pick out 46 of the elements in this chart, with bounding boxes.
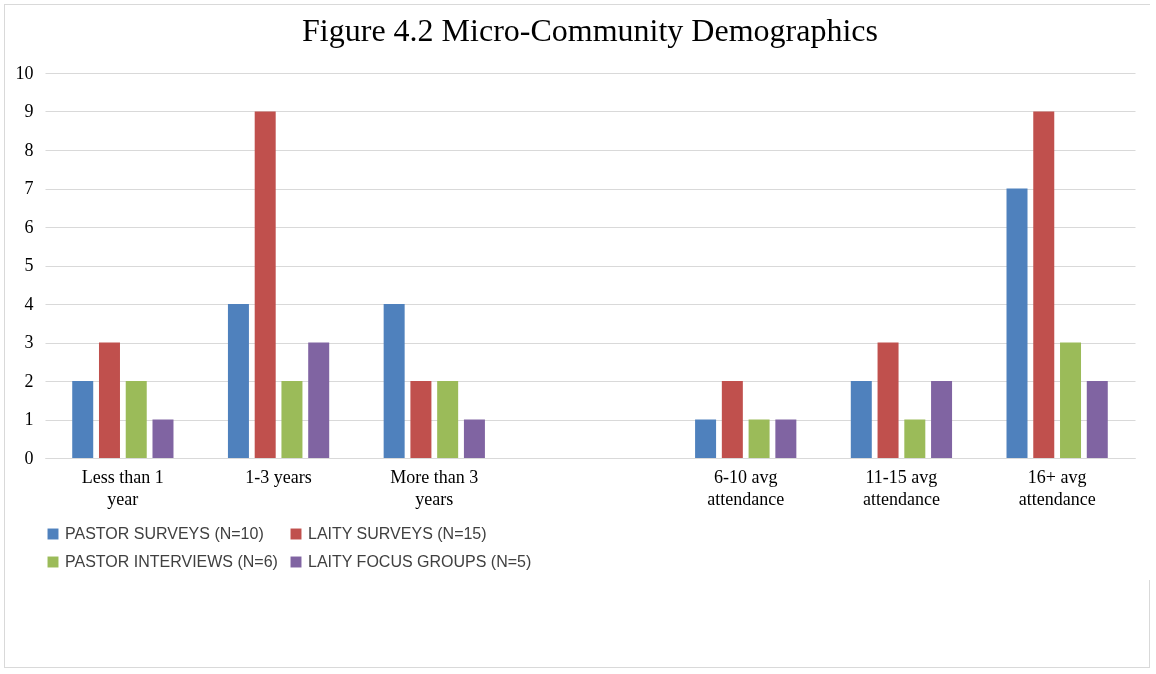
y-tick-label: 4: [24, 293, 34, 314]
bar: [904, 419, 926, 458]
bar: [254, 111, 276, 458]
y-tick-label: 7: [24, 178, 34, 198]
x-tick-label: Less than 1 year: [81, 466, 164, 509]
bar: [98, 342, 120, 458]
bar: [775, 419, 797, 458]
bar: [1033, 111, 1055, 458]
bar: [1060, 342, 1082, 458]
bar: [1086, 381, 1108, 458]
bar: [410, 381, 432, 458]
bar: [125, 381, 147, 458]
bar: [695, 419, 717, 458]
y-tick-label: 3: [24, 332, 34, 352]
bar: [152, 419, 174, 458]
bar: [463, 419, 485, 458]
y-tick-label: 6: [24, 216, 34, 237]
y-tick-label: 2: [24, 370, 34, 391]
legend-label: LAITY SURVEYS (N=15): [308, 525, 487, 542]
bar: [72, 381, 94, 458]
legend-label: PASTOR SURVEYS (N=10): [65, 525, 264, 542]
bar: [281, 381, 303, 458]
x-tick-label: 11-15 avg attendance: [862, 466, 940, 509]
bar: [383, 304, 405, 458]
bar: [931, 381, 953, 458]
bar: [1006, 188, 1028, 458]
bar: [748, 419, 770, 458]
x-tick-label: More than 3 years: [390, 466, 479, 509]
y-tick-label: 0: [24, 447, 34, 468]
y-tick-label: 9: [24, 101, 34, 121]
x-tick-label: 6-10 avg attendance: [707, 466, 785, 509]
bar: [877, 342, 899, 458]
bar: [721, 381, 743, 458]
bar: [437, 381, 459, 458]
legend-label: PASTOR INTERVIEWS (N=6): [65, 553, 278, 570]
bar: [850, 381, 872, 458]
bar: [308, 342, 330, 458]
legend-label: LAITY FOCUS GROUPS (N=5): [308, 553, 532, 570]
y-tick-label: 1: [24, 409, 34, 429]
x-tick-label: 1-3 years: [245, 466, 312, 487]
x-tick-label: 16+ avg attendance: [1018, 466, 1096, 509]
chart-title: Figure 4.2 Micro-Community Demographics: [302, 12, 878, 48]
bar: [227, 304, 249, 458]
y-tick-label: 10: [15, 62, 34, 83]
y-tick-label: 8: [24, 139, 34, 160]
y-tick-label: 5: [24, 255, 34, 275]
